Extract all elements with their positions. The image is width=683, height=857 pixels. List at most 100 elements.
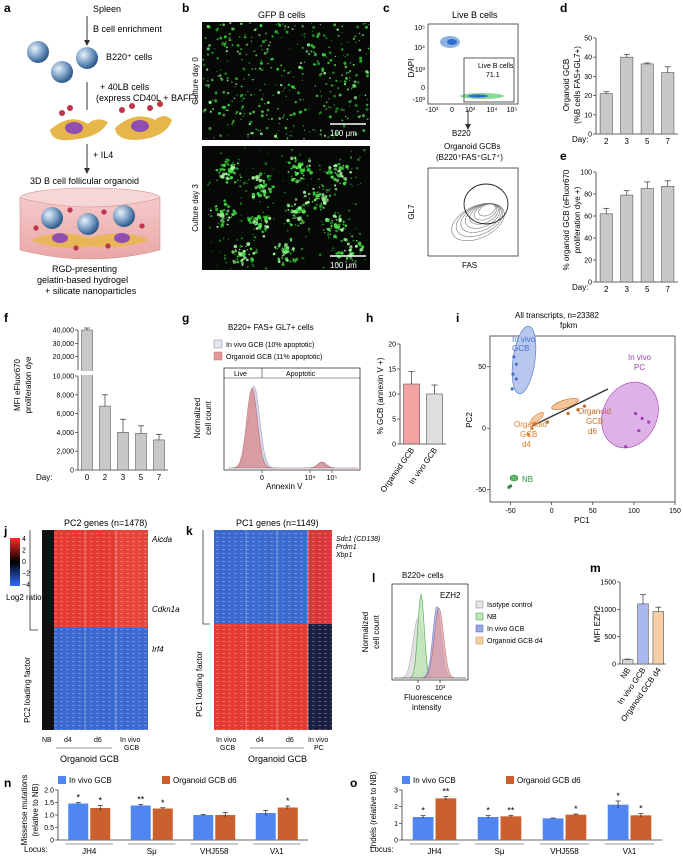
f-daylabel: Day:: [36, 473, 52, 482]
panel-l: l B220+ cells EZH2 0 10³ Normalized cell …: [361, 571, 543, 712]
chart-e-ytick: 60: [584, 214, 592, 221]
chart-e-category: 7: [666, 285, 671, 294]
j-gene-1: Cdkn1a: [152, 605, 180, 614]
chart-h-ytick: 5: [392, 417, 396, 424]
g-legend-1: Organoid GCB (11% apoptotic): [226, 354, 322, 361]
chart-o-bar: [412, 817, 434, 840]
j-col-2: d6: [94, 737, 102, 744]
chart-n-category: VHJ558: [200, 847, 229, 856]
i-group-6: d6: [588, 427, 597, 436]
panel-e: e % organoid GCB (eFluor670 proliferatio…: [560, 149, 678, 294]
j-group: Organoid GCB: [60, 754, 119, 764]
i-xlabel: PC1: [574, 516, 590, 525]
chart-o-ytick: 2: [394, 804, 398, 811]
chart-f-ytick: 6,000: [56, 411, 74, 418]
panel-f: f MFI eFluor670 proliferation dye Day: 0…: [4, 311, 168, 482]
chart-i: -50 0 50 100 150 -50 0 50: [476, 355, 681, 515]
chart-e-category: 5: [645, 285, 650, 294]
l-legend-2: In vivo GCB: [487, 626, 525, 633]
j-col-0: NB: [42, 737, 52, 744]
chart-n-category: Vλ1: [270, 847, 284, 856]
chart-i-xtick: 50: [589, 508, 597, 515]
panel-d: d Organoid GCB (%B cells FAS+GL7+) Day: …: [560, 1, 678, 146]
k-group: Organoid GCB: [248, 754, 307, 764]
chart-e-bar: [620, 194, 634, 283]
g-xtick: 0: [260, 475, 264, 482]
chart-e-ytick: 0: [588, 280, 592, 287]
chart-d-category: 5: [645, 137, 650, 146]
chart-d-ytick: 10: [584, 112, 592, 119]
chart-o-bar: [542, 818, 564, 840]
scale-bar-day3: 100 μm: [330, 261, 357, 270]
panel-f-label: f: [4, 311, 9, 325]
c-xaxis-bottom: FAS: [462, 261, 477, 270]
chart-f-ytick: 40,000: [53, 328, 75, 335]
chart-o-category: VHJ558: [550, 847, 579, 856]
g-ylabel-2: cell count: [204, 400, 213, 435]
o-legend-swatch-1: [506, 776, 514, 784]
chart-f-bar: [99, 405, 111, 471]
i-group-7: Organoid: [514, 420, 547, 429]
g-apoptotic-label: Apoptotic: [286, 371, 316, 378]
l-legend-3: Organoid GCB d4: [487, 638, 543, 645]
panel-a-label: a: [4, 1, 11, 15]
g-legend-swatch-1: [213, 351, 223, 361]
chart-i-point: [530, 426, 534, 430]
chart-n-ytick: 1.5: [44, 800, 54, 807]
chart-m-ytick: 500: [604, 634, 616, 641]
chart-n-bar: [152, 808, 173, 840]
chart-m-bar: [652, 611, 665, 665]
l-ylabel-1: Normalized: [361, 612, 370, 652]
chart-o-category: Sμ: [495, 847, 505, 856]
chart-i-ytick: 0: [482, 426, 486, 433]
o-locus: Locus:: [370, 845, 394, 854]
chart-n-bar: [90, 808, 111, 840]
panel-b-title: GFP B cells: [258, 10, 306, 20]
chart-n-ytick: 1.0: [44, 813, 54, 820]
chart-f-ytick: 2,000: [56, 449, 74, 456]
day3-label: Culture day 3: [191, 184, 200, 232]
chart-m-ytick: 0: [612, 662, 616, 669]
j-col-4: GCB: [124, 745, 140, 752]
c-xtick: 10⁵: [507, 107, 518, 114]
hydrogel-line2: gelatin-based hydrogel: [37, 275, 128, 285]
panel-o-label: o: [350, 776, 357, 790]
c-xtick: -10³: [426, 107, 439, 114]
panel-n-label: n: [4, 776, 11, 790]
chart-d-category: 2: [604, 137, 609, 146]
chart-e-ytick: 80: [584, 192, 592, 199]
chart-n-ytick: 0.5: [44, 825, 54, 832]
panel-g: g B220+ FAS+ GL7+ cells In vivo GCB (10%…: [182, 311, 361, 491]
o-legend-swatch-0: [402, 776, 410, 784]
g-ylabel-1: Normalized: [193, 398, 202, 438]
chart-o-category: JH4: [427, 847, 442, 856]
chart-o-significance: *: [421, 806, 425, 816]
chart-o-bar: [477, 817, 499, 840]
panel-c: c Live B cells Live B cells 71.1 DAPI 10…: [383, 1, 519, 270]
e-ylabel-1: % organoid GCB (eFluor670: [562, 169, 571, 270]
panel-k: k PC1 genes (n=1149) PC1 loading factor …: [186, 518, 380, 764]
panel-a: a Spleen B cell enrichment B220⁺ cells +…: [4, 1, 197, 296]
i-ylabel: PC2: [465, 412, 474, 428]
chart-i-point: [512, 355, 516, 359]
step-il4: + IL4: [93, 150, 113, 160]
e-ylabel-2: proliferation dye +): [573, 186, 582, 253]
k-ylabel: PC1 loading factor: [195, 651, 204, 717]
chart-i-point: [566, 411, 570, 416]
c-bottom-title: Organoid GCBs: [444, 142, 500, 151]
chart-f-ytick: 20,000: [53, 354, 75, 361]
chart-f-ytick: 8,000: [56, 392, 74, 399]
g-xtick: 10⁵: [327, 475, 338, 482]
chart-e-ytick: 100: [580, 170, 592, 177]
chart-e-ytick: 40: [584, 236, 592, 243]
n-locus: Locus:: [24, 845, 48, 854]
c-ytick: -10³: [413, 97, 426, 104]
chart-n-category: Sμ: [147, 847, 157, 856]
g-xlabel: Annexin V: [266, 482, 303, 491]
chart-d-category: 3: [625, 137, 630, 146]
l-xtick: 10³: [435, 685, 446, 692]
chart-f-bar: [81, 329, 93, 471]
chart-i-point: [545, 420, 550, 424]
